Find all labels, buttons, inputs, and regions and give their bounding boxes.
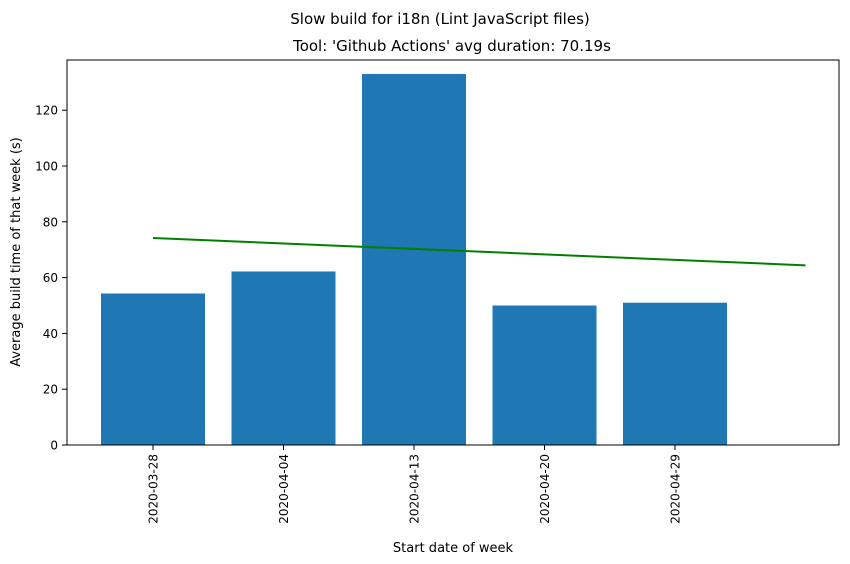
bar xyxy=(362,73,466,445)
trend-line xyxy=(152,236,806,267)
y-tick-label: 80 xyxy=(43,215,58,229)
plot-frame xyxy=(66,59,840,446)
y-axis-label: Average build time of that week (s) xyxy=(9,137,24,367)
x-tick-label: 2020-04-20 xyxy=(538,454,552,524)
bar xyxy=(231,271,336,445)
y-tick-label: 100 xyxy=(35,160,58,174)
x-tick-label: 2020-04-13 xyxy=(408,454,422,524)
x-axis-label: Start date of week xyxy=(393,541,514,556)
chart-title: Tool: 'Github Actions' avg duration: 70.… xyxy=(292,37,611,55)
bar xyxy=(623,302,727,445)
bar xyxy=(101,293,205,445)
chart-suptitle: Slow build for i18n (Lint JavaScript fil… xyxy=(290,10,589,28)
x-axis: 2020-03-28 2020-04-04 2020-04-13 2020-04-20… xyxy=(147,445,683,524)
y-axis: 0 20 40 60 80 100 120 xyxy=(35,104,67,453)
y-tick-label: 0 xyxy=(50,439,58,453)
bar-series xyxy=(101,73,727,445)
x-tick-label: 2020-04-04 xyxy=(277,454,291,524)
y-tick-label: 20 xyxy=(43,383,58,397)
x-tick-label: 2020-04-29 xyxy=(669,454,683,524)
y-tick-label: 40 xyxy=(43,327,58,341)
x-tick-label: 2020-03-28 xyxy=(147,454,161,524)
y-tick-label: 120 xyxy=(35,104,58,118)
y-tick-label: 60 xyxy=(43,271,58,285)
bar xyxy=(492,305,597,445)
